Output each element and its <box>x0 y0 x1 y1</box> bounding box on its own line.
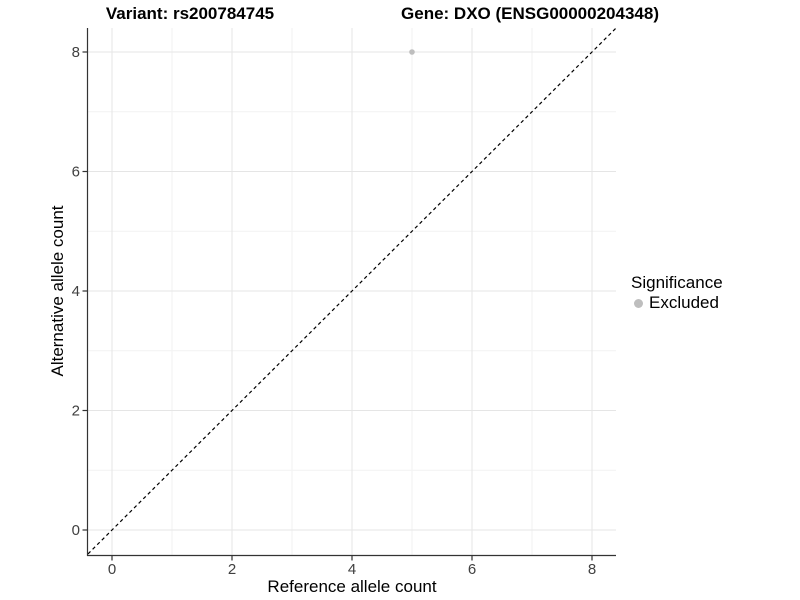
legend: Significance Excluded <box>631 273 723 313</box>
legend-item-label: Excluded <box>649 292 719 312</box>
x-tick-label: 6 <box>468 561 476 578</box>
plot-title-gene: Gene: DXO (ENSG00000204348) <box>401 4 659 23</box>
legend-title: Significance <box>631 273 723 292</box>
y-tick-label: 6 <box>72 164 80 181</box>
x-tick-label: 0 <box>108 561 116 578</box>
y-tick-label: 2 <box>72 403 80 420</box>
y-tick-label: 4 <box>72 283 80 300</box>
y-tick-label: 8 <box>72 44 80 61</box>
y-axis-title: Alternative allele count <box>48 205 67 377</box>
legend-key-dot <box>634 298 643 308</box>
y-tick-label: 0 <box>72 522 80 539</box>
plot-title-variant: Variant: rs200784745 <box>105 4 275 23</box>
x-tick-label: 2 <box>228 561 236 578</box>
data-point <box>409 49 415 55</box>
identity-line <box>87 27 617 555</box>
x-axis-title: Reference allele count <box>267 577 437 596</box>
x-tick-label: 8 <box>588 561 596 578</box>
legend-item: Excluded <box>634 292 723 313</box>
x-tick-label: 4 <box>348 561 356 578</box>
